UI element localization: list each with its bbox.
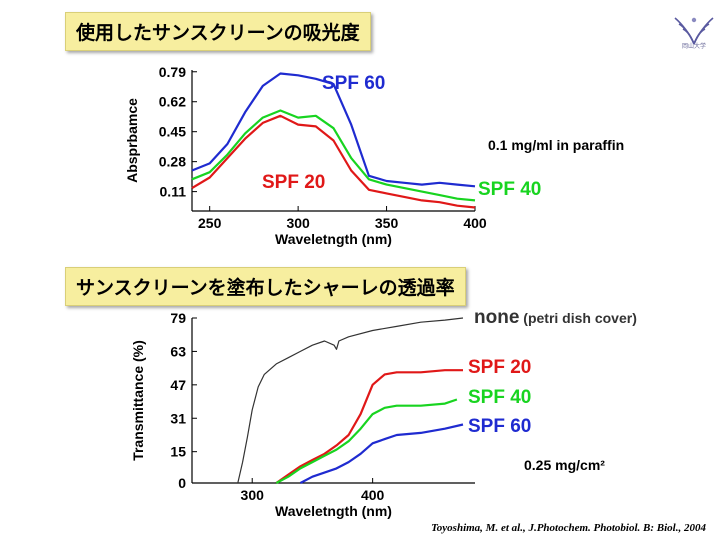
y-tick-label: 47 [170, 377, 186, 393]
y-tick-label: 0.62 [159, 94, 186, 110]
series-label-none: none (petri dish cover) [474, 307, 637, 328]
y-tick-label: 31 [170, 410, 186, 426]
series-label-spf-40: SPF 40 [468, 387, 531, 408]
series-line-spf-60 [299, 423, 464, 484]
y-tick-label: 0.45 [159, 124, 186, 140]
series-line-spf-40 [275, 398, 458, 484]
x-tick-label: 350 [375, 215, 399, 231]
x-tick-label: 300 [286, 215, 310, 231]
series-label-suffix: (petri dish cover) [519, 310, 636, 326]
x-tick-label: 400 [361, 487, 385, 503]
y-tick-label: 15 [170, 444, 186, 460]
x-tick-label: 400 [463, 215, 487, 231]
series-label-spf-20: SPF 20 [468, 357, 531, 378]
section-title-absorbance: 使用したサンスクリーンの吸光度 [65, 12, 371, 51]
y-axis-label: Transmittance (%) [130, 340, 146, 461]
series-line-spf-20 [275, 369, 463, 484]
y-tick-label: 63 [170, 343, 186, 359]
y-axis-label: Absprbamce [124, 98, 140, 183]
series-label-spf-60: SPF 60 [322, 73, 385, 94]
series-line-spf-40 [191, 109, 476, 202]
x-tick-label: 250 [198, 215, 222, 231]
series-line-spf-20 [191, 114, 476, 209]
y-tick-label: 0.11 [160, 184, 187, 200]
y-tick-label: 0.79 [159, 64, 186, 80]
series-label-spf-60: SPF 60 [468, 416, 531, 437]
y-tick-label: 0.28 [159, 154, 186, 170]
absorbance-chart: 0.11 0.28 0.45 0.62 0.79 250 300 350 400 Waveletn… [124, 64, 624, 247]
series-label-spf-40: SPF 40 [478, 179, 541, 200]
phoenix-wings-logo-icon [674, 17, 714, 45]
x-axis-label: Waveletngth (nm) [275, 503, 392, 519]
section-title-transmittance: サンスクリーンを塗布したシャーレの透過率 [65, 267, 466, 306]
citation: Toyoshima, M. et al., J.Photochem. Photo… [431, 522, 706, 534]
series-line-none [237, 317, 464, 484]
logo-text: 岡山大学 [681, 44, 706, 50]
chart-annotation: 0.1 mg/ml in paraffin [488, 137, 624, 153]
chart-annotation: 0.25 mg/cm² [524, 457, 605, 473]
x-axis-label: Waveletngth (nm) [275, 231, 392, 247]
y-tick-label: 79 [170, 310, 186, 326]
x-tick-label: 300 [241, 487, 265, 503]
series-label-spf-20: SPF 20 [262, 172, 325, 193]
series-line-spf-60 [191, 72, 476, 188]
y-tick-label: 0 [178, 475, 186, 491]
